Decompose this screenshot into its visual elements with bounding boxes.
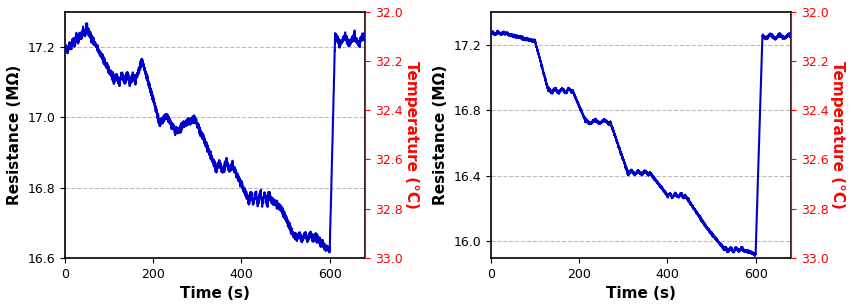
Y-axis label: Temperature (°C): Temperature (°C) xyxy=(404,61,419,209)
X-axis label: Time (s): Time (s) xyxy=(180,286,250,301)
Y-axis label: Temperature (°C): Temperature (°C) xyxy=(830,61,845,209)
X-axis label: Time (s): Time (s) xyxy=(606,286,676,301)
Y-axis label: Resistance (MΩ): Resistance (MΩ) xyxy=(7,65,22,205)
Y-axis label: Resistance (MΩ): Resistance (MΩ) xyxy=(433,65,448,205)
